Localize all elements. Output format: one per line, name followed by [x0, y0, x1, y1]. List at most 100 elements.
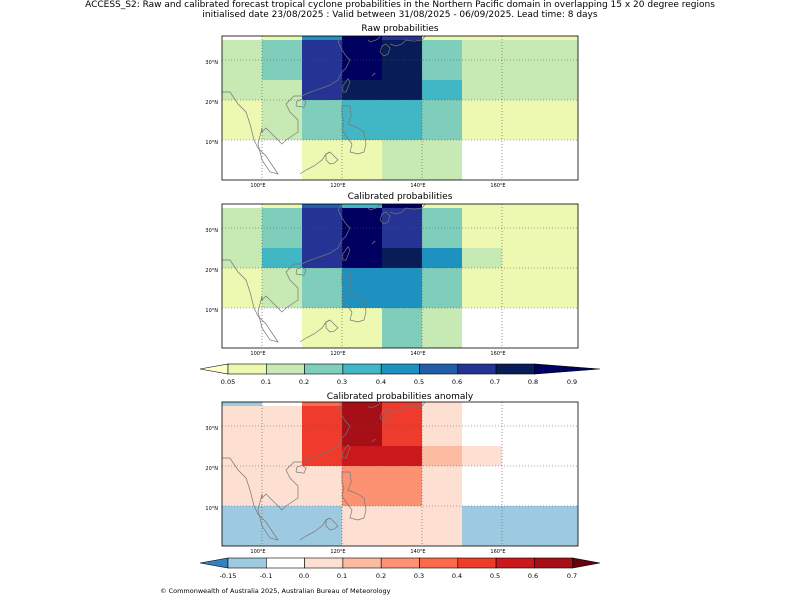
- heatmap-cell: [422, 208, 462, 228]
- heatmap-cell: [342, 308, 382, 328]
- cb2-tick: 0.7: [566, 572, 578, 580]
- cb2-tick: 0.3: [413, 572, 425, 580]
- coastline: [299, 319, 331, 343]
- heatmap-cell: [342, 100, 382, 120]
- heatmap-cell: [462, 526, 502, 546]
- heatmap-cell: [382, 160, 422, 180]
- heatmap-cell: [222, 406, 262, 426]
- heatmap-cell: [262, 120, 302, 140]
- heatmap-cell: [382, 204, 422, 208]
- coastline: [371, 72, 376, 77]
- cb2-tick: 0.1: [336, 572, 348, 580]
- heatmap-cell: [262, 506, 302, 526]
- map-frame: [221, 203, 579, 349]
- heatmap-cell: [542, 466, 578, 486]
- heatmap-cell: [502, 228, 542, 248]
- heatmap-cell: [222, 402, 262, 406]
- heatmap-cell: [422, 204, 462, 208]
- heatmap-cell: [302, 120, 342, 140]
- heatmap-cell: [302, 328, 342, 348]
- heatmap-cell: [502, 506, 542, 526]
- heatmap-cell: [382, 100, 422, 120]
- anom-colorbar-segment: [380, 557, 420, 569]
- heatmap-cell: [502, 446, 542, 466]
- cb1-tick: 0.8: [527, 378, 539, 386]
- prob-colorbar-segment: [342, 363, 382, 375]
- heatmap-cell: [462, 228, 502, 248]
- heatmap-cell: [222, 466, 262, 486]
- heatmap-cell: [302, 160, 342, 180]
- heatmap-cell: [422, 526, 462, 546]
- heatmap-cell: [542, 486, 578, 506]
- heatmap-cell: [542, 80, 578, 100]
- cb2-tick: -0.1: [259, 572, 273, 580]
- heatmap-cell: [542, 288, 578, 308]
- heatmap-cell: [462, 248, 502, 268]
- heatmap-cell: [342, 36, 382, 40]
- p3-lat-10: 10°N: [205, 506, 218, 512]
- p1-lon-100: 100°E: [250, 183, 266, 189]
- heatmap-cell: [302, 140, 342, 160]
- cb1-tick: 0.5: [413, 378, 425, 386]
- heatmap-cell: [382, 140, 422, 160]
- heatmap-cell: [302, 80, 342, 100]
- figure-title-line1: ACCESS_S2: Raw and calibrated forecast t…: [85, 0, 715, 10]
- heatmap-cell: [422, 40, 462, 60]
- heatmap-cell: [302, 526, 342, 546]
- heatmap-cell: [342, 328, 382, 348]
- heatmap-cell: [262, 466, 302, 486]
- heatmap-cell: [262, 36, 302, 40]
- cb1-tick: 0.2: [298, 378, 310, 386]
- heatmap-cell: [382, 486, 422, 506]
- heatmap-cell: [542, 120, 578, 140]
- heatmap-cell: [302, 426, 342, 446]
- heatmap-cell: [502, 426, 542, 446]
- coastline: [367, 203, 381, 211]
- heatmap-cell: [542, 426, 578, 446]
- p2-lon-140: 140°E: [410, 351, 426, 357]
- coastline: [342, 78, 351, 93]
- cb1-tick: 0.9: [566, 378, 578, 386]
- anom-colorbar-segment: [534, 557, 574, 569]
- heatmap-cell: [342, 80, 382, 100]
- heatmap-cell: [542, 208, 578, 228]
- heatmap-cell: [422, 36, 462, 40]
- map-frame: [221, 401, 579, 547]
- heatmap-cell: [382, 36, 422, 40]
- heatmap-cell: [302, 466, 342, 486]
- heatmap-cell: [222, 248, 262, 268]
- heatmap-cell: [302, 248, 342, 268]
- p2-lat-20: 20°N: [205, 268, 218, 274]
- heatmap-cell: [342, 426, 382, 446]
- heatmap-cell: [262, 228, 302, 248]
- heatmap-cell: [542, 406, 578, 426]
- heatmap-cell: [422, 402, 462, 406]
- prob-colorbar-segment: [227, 363, 267, 375]
- coastline: [299, 151, 331, 175]
- heatmap-cell: [342, 406, 382, 426]
- p3-lon-160: 160°E: [490, 549, 506, 555]
- coastline: [379, 409, 391, 423]
- anom-colorbar-segment: [495, 557, 535, 569]
- heatmap-cell: [422, 100, 462, 120]
- heatmap-cell: [422, 486, 462, 506]
- prob-colorbar-extend-high: [534, 363, 601, 375]
- cb2-tick: -0.15: [219, 572, 237, 580]
- heatmap-cell: [382, 228, 422, 248]
- heatmap-cell: [262, 288, 302, 308]
- cb1-tick: 0.4: [375, 378, 387, 386]
- heatmap-cell: [462, 204, 502, 208]
- heatmap-cell: [422, 248, 462, 268]
- heatmap-cell: [382, 426, 422, 446]
- prob-colorbar-segment: [495, 363, 535, 375]
- heatmap-cell: [222, 446, 262, 466]
- heatmap-cell: [502, 526, 542, 546]
- anom-colorbar-segment: [265, 557, 305, 569]
- heatmap-cell: [502, 60, 542, 80]
- heatmap-cell: [382, 328, 422, 348]
- heatmap-cell: [422, 80, 462, 100]
- heatmap-cell: [542, 402, 578, 406]
- heatmap-cell: [222, 60, 262, 80]
- coastline: [367, 35, 381, 43]
- coastline: [325, 319, 339, 333]
